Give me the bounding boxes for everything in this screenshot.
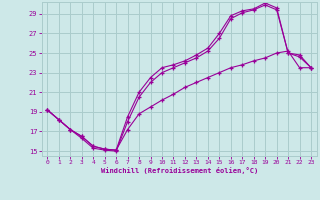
X-axis label: Windchill (Refroidissement éolien,°C): Windchill (Refroidissement éolien,°C) — [100, 167, 258, 174]
